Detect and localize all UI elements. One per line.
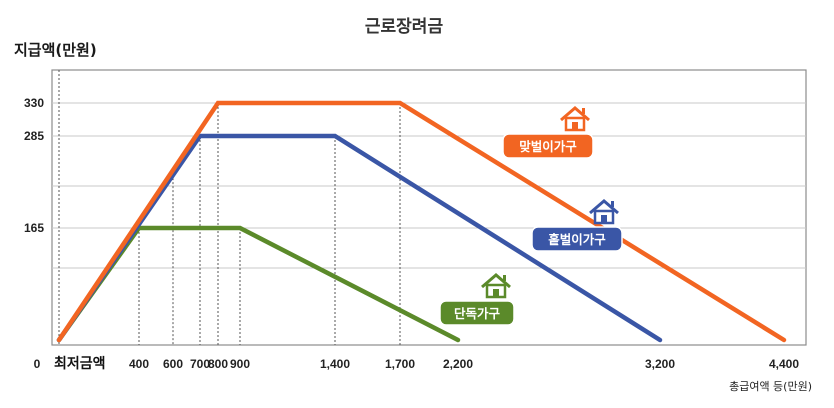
chart-title: 근로장려금 <box>365 17 444 37</box>
x-tick-label: 3,200 <box>645 357 675 371</box>
x-tick-label: 400 <box>129 357 149 371</box>
x-tick-label: 700 <box>190 357 210 371</box>
house-icon <box>560 106 590 132</box>
x-tick-label: 4,400 <box>769 357 799 371</box>
legend-label: 맞벌이가구 <box>519 139 577 154</box>
x-tick-label: 900 <box>230 357 250 371</box>
x-tick-label: 1,400 <box>320 357 350 371</box>
x-tick-label: 800 <box>208 357 228 371</box>
x-tick-label: 2,200 <box>443 357 473 371</box>
y-ticks: 165 285 330 <box>24 96 44 235</box>
plot-area <box>51 69 807 346</box>
series-layer <box>56 100 787 343</box>
house-icon <box>481 273 511 299</box>
y-tick-label: 165 <box>24 221 44 235</box>
guide-lines <box>58 70 401 345</box>
y-tick-label: 330 <box>24 96 44 110</box>
x-tick-label: 600 <box>163 357 183 371</box>
legend-tag-2: 단독가구 <box>439 273 515 326</box>
house-icon <box>589 199 619 225</box>
legend-label: 단독가구 <box>454 306 501 321</box>
x-tick-label: 0 <box>34 357 41 371</box>
legend-tag-0: 맞벌이가구 <box>502 106 594 159</box>
legend-label: 홑벌이가구 <box>548 232 606 247</box>
x-tick-label: 1,700 <box>385 357 415 371</box>
x-axis-label: 총급여액 등(만원) <box>729 380 812 393</box>
y-tick-label: 285 <box>24 129 44 143</box>
y-axis-label: 지급액(만원) <box>14 41 97 59</box>
series-line-0 <box>56 100 787 343</box>
min-amount-label: 최저금액 <box>54 355 106 372</box>
legend-tag-1: 홑벌이가구 <box>531 199 623 252</box>
